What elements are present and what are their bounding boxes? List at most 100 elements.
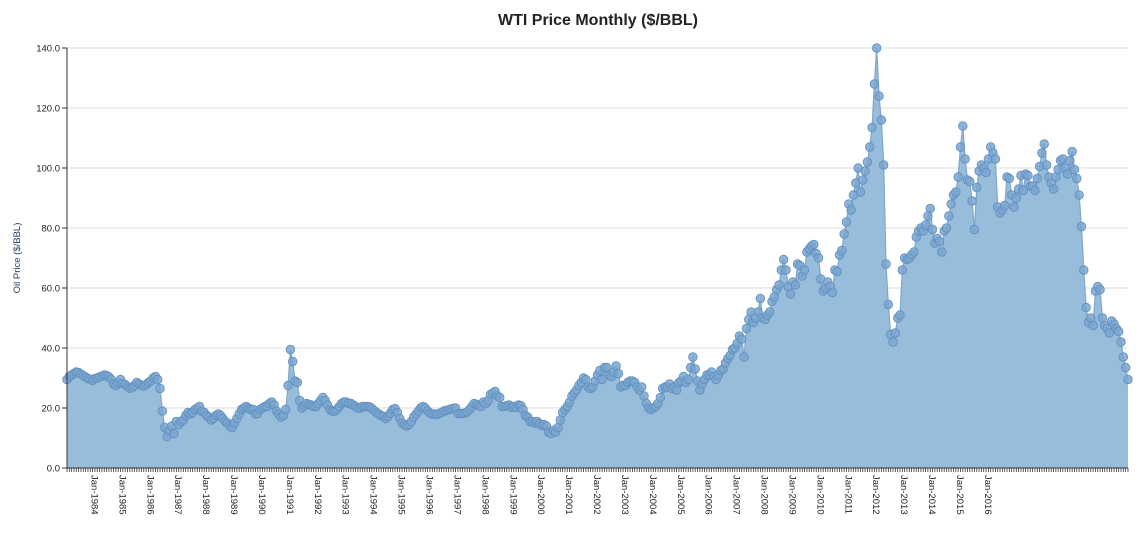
data-point (1079, 265, 1089, 275)
data-point (909, 247, 919, 257)
data-point (1113, 326, 1124, 337)
data-point (785, 289, 796, 299)
data-point (764, 307, 775, 317)
data-point (288, 356, 298, 367)
data-point (925, 203, 935, 214)
data-point (846, 205, 856, 215)
y-tick-label: 100.0 (36, 164, 60, 175)
data-point (1041, 160, 1052, 170)
data-point (1118, 352, 1129, 362)
data-point (839, 229, 849, 239)
y-tick-label: 20.0 (42, 404, 61, 415)
data-point (972, 182, 982, 193)
data-point (1067, 146, 1077, 157)
x-tick-label: Jan-1996 (423, 475, 434, 515)
data-point (755, 293, 766, 304)
x-tick-label: Jan-1998 (479, 475, 490, 515)
data-point (934, 236, 945, 247)
data-point (155, 383, 165, 394)
x-tick-label: Jan-2007 (731, 475, 742, 515)
x-tick-label: Jan-1988 (200, 475, 211, 515)
data-point (688, 352, 698, 362)
y-tick-label: 60.0 (42, 284, 61, 295)
data-point (888, 337, 898, 347)
data-point (937, 247, 947, 257)
data-point (946, 199, 956, 209)
y-tick-label: 80.0 (42, 224, 61, 235)
data-point (737, 334, 747, 344)
data-point (897, 265, 908, 275)
x-tick-label: Jan-1985 (116, 475, 127, 515)
data-point (837, 245, 847, 256)
data-point (1030, 185, 1040, 196)
data-point (874, 91, 884, 101)
x-tick-label: Jan-2001 (563, 475, 574, 515)
data-point (597, 374, 607, 385)
y-tick-label: 40.0 (42, 344, 61, 355)
data-point (953, 172, 963, 182)
x-tick-label: Jan-1994 (368, 475, 379, 515)
data-point (637, 382, 647, 392)
data-point (690, 364, 700, 374)
data-point (965, 176, 975, 187)
data-point (1076, 221, 1087, 232)
x-tick-label: Jan-1999 (507, 475, 518, 515)
y-tick-label: 120.0 (36, 104, 60, 115)
data-point (1065, 155, 1075, 166)
data-point (1032, 173, 1042, 184)
data-point (960, 154, 970, 164)
x-tick-label: Jan-2012 (870, 475, 881, 515)
data-point (1095, 284, 1105, 295)
x-tick-label: Jan-2003 (619, 475, 630, 515)
data-point (778, 254, 789, 265)
data-point (285, 344, 296, 355)
x-tick-label: Jan-2002 (591, 475, 602, 515)
x-tick-label: Jan-1990 (256, 475, 267, 515)
data-point (1123, 374, 1133, 385)
x-tick-label: Jan-2016 (982, 475, 993, 515)
data-point (281, 404, 291, 415)
data-point (920, 220, 931, 230)
data-point (1074, 190, 1084, 200)
data-point (827, 287, 838, 298)
data-point (1120, 362, 1131, 373)
x-tick-label: Jan-1991 (284, 475, 295, 515)
data-point (774, 280, 784, 290)
data-point (1069, 164, 1080, 175)
data-point (862, 157, 873, 167)
data-point (1011, 193, 1022, 203)
x-tick-label: Jan-2008 (759, 475, 770, 515)
data-point (999, 200, 1010, 211)
data-point (1037, 148, 1047, 158)
x-tick-label: Jan-1997 (451, 475, 462, 515)
x-tick-label: Jan-1995 (396, 475, 407, 515)
data-point (841, 217, 852, 227)
data-point (1009, 202, 1019, 212)
x-tick-label: Jan-1989 (228, 475, 239, 515)
x-tick-label: Jan-1986 (144, 475, 155, 515)
data-point (1004, 173, 1015, 184)
data-point (832, 266, 842, 277)
data-point (283, 380, 293, 391)
data-point (944, 211, 954, 221)
data-point (1039, 139, 1049, 149)
x-axis-ticks: Jan-1984 Jan-1985 Jan-1986 Jan-1987 Jan-1988… (66, 468, 1129, 515)
data-point (790, 280, 800, 290)
data-point (967, 196, 977, 206)
x-tick-label: Jan-1984 (88, 475, 99, 515)
data-point (1081, 302, 1091, 313)
data-point (781, 265, 791, 275)
data-point (958, 121, 968, 131)
x-tick-label: Jan-2014 (926, 475, 937, 515)
data-point (157, 406, 168, 416)
x-tick-label: Jan-2011 (842, 475, 853, 514)
data-point (1088, 320, 1098, 331)
x-tick-label: Jan-2005 (675, 475, 686, 515)
data-point (883, 299, 894, 310)
data-points (62, 43, 1133, 442)
data-point (858, 175, 868, 185)
data-point (890, 328, 901, 338)
x-tick-label: Jan-2013 (898, 475, 909, 515)
data-point (990, 154, 1001, 164)
